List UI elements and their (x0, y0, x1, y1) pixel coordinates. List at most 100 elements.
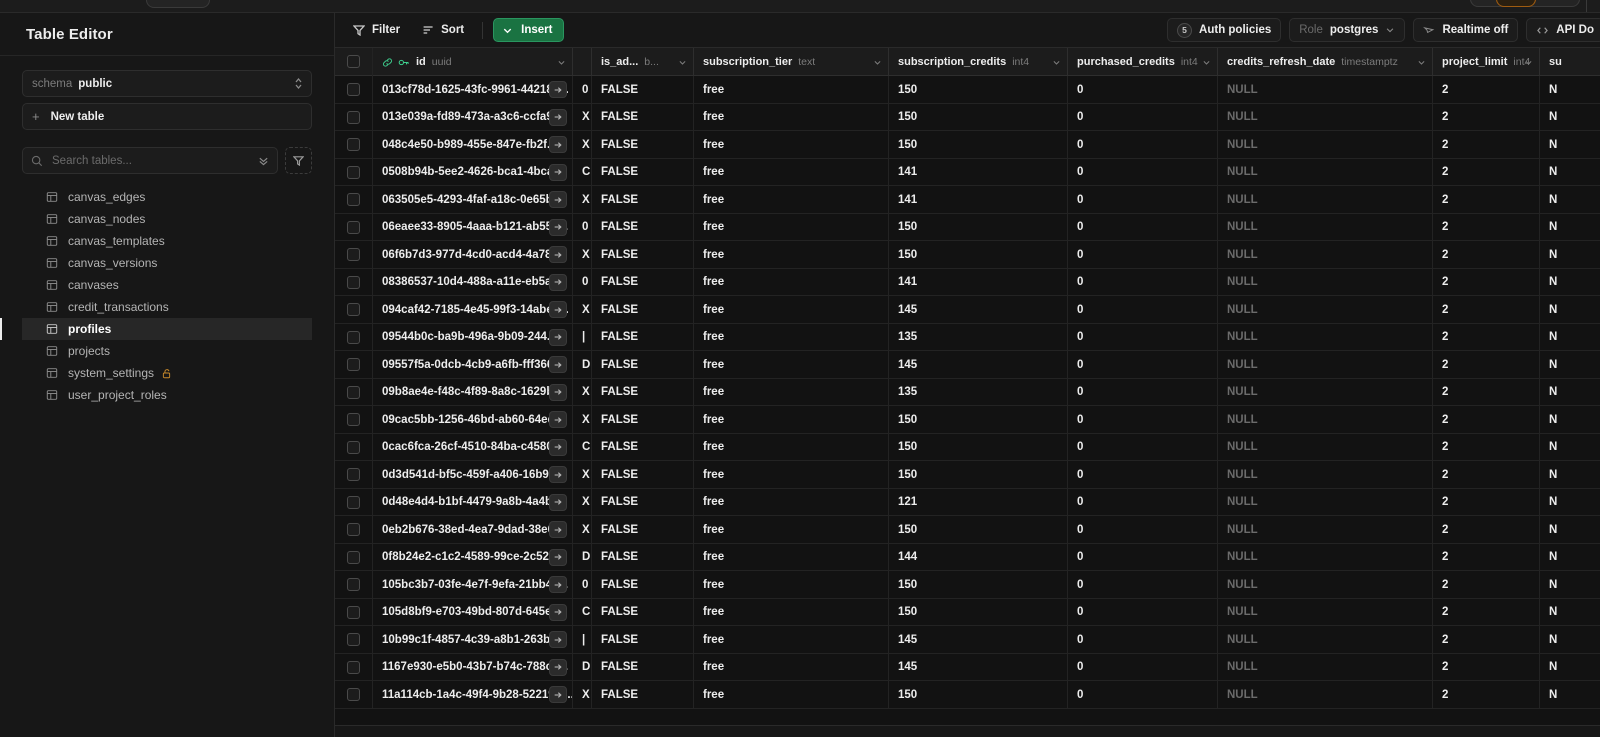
cell-subscription_tier[interactable]: free (694, 433, 889, 461)
cell-credits_refresh_date[interactable]: NULL (1218, 378, 1433, 406)
cell-credits_refresh_date[interactable]: NULL (1218, 268, 1433, 296)
grid-header-project-limit[interactable]: project_limit int4 (1433, 48, 1540, 76)
table-row[interactable]: 0d3d541d-bf5c-459f-a406-16b93... X FALSE fr… (335, 461, 1600, 489)
top-strip-pill-left[interactable] (146, 0, 210, 8)
cell-id[interactable]: 0f8b24e2-c1c2-4589-99ce-2c52d... (373, 543, 573, 571)
row-checkbox-cell[interactable] (335, 103, 373, 131)
cell-last[interactable]: N (1540, 626, 1600, 654)
cell-id[interactable]: 094caf42-7185-4e45-99f3-14abee... (373, 296, 573, 324)
search-tables-box[interactable] (22, 147, 278, 174)
cell-project_limit[interactable]: 2 (1433, 131, 1540, 159)
cell-subscription_credits[interactable]: 150 (889, 213, 1068, 241)
table-row[interactable]: 0cac6fca-26cf-4510-84ba-c4580... C FALSE fr… (335, 433, 1600, 461)
sidebar-item-canvases[interactable]: canvases (22, 274, 312, 296)
expand-row-icon[interactable] (549, 163, 567, 181)
sidebar-item-canvas-versions[interactable]: canvas_versions (22, 252, 312, 274)
cell-subscription_credits[interactable]: 150 (889, 516, 1068, 544)
cell-clip[interactable]: X (573, 103, 592, 131)
sidebar-filter-button[interactable] (285, 147, 312, 174)
cell-project_limit[interactable]: 2 (1433, 323, 1540, 351)
cell-last[interactable]: N (1540, 599, 1600, 627)
cell-subscription_tier[interactable]: free (694, 213, 889, 241)
api-docs-button[interactable]: API Do (1526, 18, 1600, 42)
cell-last[interactable]: N (1540, 544, 1600, 572)
cell-last[interactable]: N (1540, 296, 1600, 324)
row-checkbox[interactable] (347, 688, 360, 702)
table-row[interactable]: 0eb2b676-38ed-4ea7-9dad-38e6... X FALSE fre… (335, 516, 1600, 544)
row-checkbox-cell[interactable] (335, 681, 373, 709)
chevron-down-icon[interactable] (1524, 58, 1533, 67)
cell-credits_refresh_date[interactable]: NULL (1218, 213, 1433, 241)
cell-project_limit[interactable]: 2 (1433, 241, 1540, 269)
cell-credits_refresh_date[interactable]: NULL (1218, 131, 1433, 159)
cell-credits_refresh_date[interactable]: NULL (1218, 543, 1433, 571)
cell-is_admin[interactable]: FALSE (592, 626, 694, 654)
top-strip-pill-accent[interactable] (1496, 0, 1536, 7)
cell-subscription_credits[interactable]: 150 (889, 433, 1068, 461)
table-row[interactable]: 048c4e50-b989-455e-847e-fb2f... X FALSE fre… (335, 131, 1600, 159)
cell-subscription_tier[interactable]: free (694, 323, 889, 351)
row-checkbox[interactable] (347, 468, 360, 482)
sidebar-item-profiles[interactable]: profiles (0, 318, 312, 340)
cell-is_admin[interactable]: FALSE (592, 681, 694, 709)
row-checkbox-cell[interactable] (335, 461, 373, 489)
cell-purchased_credits[interactable]: 0 (1068, 103, 1218, 131)
row-checkbox-cell[interactable] (335, 186, 373, 214)
cell-subscription_tier[interactable]: free (694, 76, 889, 104)
cell-purchased_credits[interactable]: 0 (1068, 681, 1218, 709)
row-checkbox-cell[interactable] (335, 323, 373, 351)
cell-clip[interactable]: C (573, 598, 592, 626)
cell-is_admin[interactable]: FALSE (592, 378, 694, 406)
cell-subscription_tier[interactable]: free (694, 653, 889, 681)
cell-is_admin[interactable]: FALSE (592, 323, 694, 351)
cell-subscription_tier[interactable]: free (694, 296, 889, 324)
select-all-checkbox-cell[interactable] (335, 48, 373, 76)
expand-row-icon[interactable] (549, 383, 567, 401)
chevron-down-icon[interactable] (1417, 58, 1426, 67)
cell-clip[interactable]: X (573, 378, 592, 406)
cell-last[interactable]: N (1540, 324, 1600, 352)
search-input[interactable] (43, 154, 258, 167)
cell-project_limit[interactable]: 2 (1433, 516, 1540, 544)
expand-row-icon[interactable] (549, 411, 567, 428)
cell-last[interactable]: N (1540, 461, 1600, 489)
cell-subscription_credits[interactable]: 150 (889, 76, 1068, 104)
grid-header-is-ad-[interactable]: is_ad... b... (592, 48, 694, 76)
table-row[interactable]: 06f6b7d3-977d-4cd0-acd4-4a78... X FALSE fre… (335, 241, 1600, 269)
cell-subscription_credits[interactable]: 145 (889, 626, 1068, 654)
cell-clip[interactable]: X (573, 131, 592, 159)
cell-clip[interactable]: | (573, 323, 592, 351)
schema-selector[interactable]: schema public (22, 70, 312, 97)
cell-credits_refresh_date[interactable]: NULL (1218, 433, 1433, 461)
cell-subscription_credits[interactable]: 141 (889, 186, 1068, 214)
cell-credits_refresh_date[interactable]: NULL (1218, 571, 1433, 599)
cell-purchased_credits[interactable]: 0 (1068, 131, 1218, 159)
chevrons-down-icon[interactable] (258, 155, 269, 166)
cell-credits_refresh_date[interactable]: NULL (1218, 241, 1433, 269)
cell-subscription_tier[interactable]: free (694, 268, 889, 296)
cell-project_limit[interactable]: 2 (1433, 598, 1540, 626)
cell-is_admin[interactable]: FALSE (592, 571, 694, 599)
row-checkbox-cell[interactable] (335, 241, 373, 269)
expand-row-icon[interactable] (549, 218, 567, 236)
cell-purchased_credits[interactable]: 0 (1068, 516, 1218, 544)
cell-purchased_credits[interactable]: 0 (1068, 76, 1218, 104)
table-row[interactable]: 0f8b24e2-c1c2-4589-99ce-2c52d... D FALSE fr… (335, 543, 1600, 572)
row-checkbox-cell[interactable] (335, 158, 373, 186)
cell-is_admin[interactable]: FALSE (592, 103, 694, 131)
cell-id[interactable]: 06eaee33-8905-4aaa-b121-ab552... (373, 213, 573, 241)
cell-subscription_credits[interactable]: 141 (889, 158, 1068, 186)
cell-subscription_credits[interactable]: 141 (889, 268, 1068, 296)
cell-purchased_credits[interactable]: 0 (1068, 323, 1218, 351)
cell-credits_refresh_date[interactable]: NULL (1218, 103, 1433, 131)
cell-project_limit[interactable]: 2 (1433, 488, 1540, 516)
row-checkbox-cell[interactable] (335, 378, 373, 406)
cell-credits_refresh_date[interactable]: NULL (1218, 516, 1433, 544)
cell-project_limit[interactable]: 2 (1433, 186, 1540, 214)
cell-credits_refresh_date[interactable]: NULL (1218, 76, 1433, 104)
cell-clip[interactable]: | (573, 626, 592, 654)
row-checkbox-cell[interactable] (335, 406, 373, 434)
row-checkbox-cell[interactable] (335, 131, 373, 159)
cell-subscription_tier[interactable]: free (694, 131, 889, 159)
cell-clip[interactable]: X (573, 516, 592, 544)
